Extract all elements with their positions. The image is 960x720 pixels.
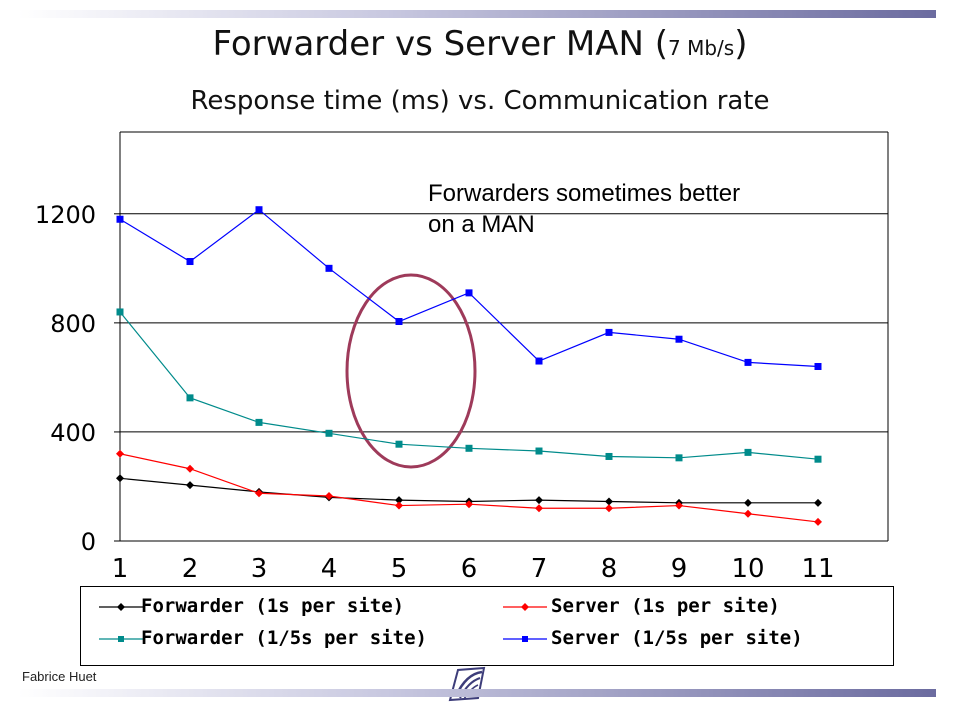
data-point-server-5s-6 <box>465 289 473 297</box>
data-point-forwarder-5s-10 <box>744 448 752 456</box>
data-point-server-5s-3 <box>255 206 263 214</box>
y-tick-label-400: 400 <box>50 419 96 447</box>
data-point-server-1s-5 <box>395 501 403 510</box>
title-rate: 7 Mb/s <box>668 36 735 60</box>
bottom-decor-bar <box>18 689 936 697</box>
data-point-forwarder-5s-1 <box>116 308 124 316</box>
data-point-forwarder-5s-2 <box>186 394 194 402</box>
legend-entry-forwarder-1s: Forwarder (1s per site) <box>81 587 893 665</box>
data-point-server-5s-2 <box>186 258 194 266</box>
legend-swatch-forwarder-1s <box>99 603 143 611</box>
chart-legend: Forwarder (1s per site) Server (1s per s… <box>80 586 894 666</box>
data-point-server-5s-1 <box>116 215 124 223</box>
y-tick-label-1200: 1200 <box>35 201 96 229</box>
slide-subtitle: Response time (ms) vs. Communication rat… <box>190 86 770 116</box>
data-point-server-1s-11 <box>814 517 822 526</box>
legend-label-server-1s: Server (1s per site) <box>551 595 780 617</box>
data-point-server-1s-10 <box>744 509 752 518</box>
data-point-forwarder-5s-5 <box>395 440 403 448</box>
x-tick-label-1: 1 <box>112 554 129 584</box>
data-point-server-1s-3 <box>255 489 263 498</box>
x-tick-label-4: 4 <box>321 554 338 584</box>
data-point-forwarder-1s-2 <box>186 481 194 490</box>
x-tick-label-8: 8 <box>601 554 618 584</box>
data-point-forwarder-5s-11 <box>814 455 822 463</box>
top-decor-bar <box>18 10 936 18</box>
data-point-server-1s-2 <box>186 464 194 473</box>
y-tick-label-800: 800 <box>50 310 96 338</box>
footer-author: Fabrice Huet <box>22 669 97 684</box>
y-tick-label-0: 0 <box>81 528 96 556</box>
data-point-server-5s-8 <box>605 328 613 336</box>
data-point-server-5s-5 <box>395 318 403 326</box>
chart-annotation: Forwarders sometimes better on a MAN <box>428 178 868 240</box>
data-point-forwarder-1s-11 <box>814 498 822 507</box>
data-point-forwarder-1s-8 <box>605 497 613 506</box>
legend-swatch-server-5s <box>503 636 547 642</box>
slide-title: Forwarder vs Server MAN (7 Mb/s) <box>0 24 960 64</box>
data-point-forwarder-5s-9 <box>675 454 683 462</box>
x-tick-label-5: 5 <box>391 554 408 584</box>
x-tick-label-9: 9 <box>671 554 688 584</box>
legend-swatch-server-1s <box>503 603 547 611</box>
data-point-forwarder-1s-10 <box>744 498 752 507</box>
x-tick-label-6: 6 <box>461 554 478 584</box>
legend-swatch-forwarder-5s <box>99 636 143 642</box>
series-line-server-1s <box>119 453 819 523</box>
data-point-forwarder-5s-4 <box>325 429 333 437</box>
data-point-server-1s-6 <box>465 500 473 509</box>
title-main: Forwarder vs Server MAN ( <box>212 24 668 64</box>
legend-label-forwarder-1s: Forwarder (1s per site) <box>141 595 405 617</box>
institution-logo-icon <box>448 666 486 702</box>
legend-label-forwarder-5s: Forwarder (1/5s per site) <box>141 627 427 649</box>
data-point-server-5s-9 <box>675 335 683 343</box>
legend-label-server-5s: Server (1/5s per site) <box>551 627 803 649</box>
x-tick-label-7: 7 <box>531 554 548 584</box>
data-point-server-1s-9 <box>675 501 683 510</box>
data-point-server-1s-8 <box>605 504 613 513</box>
data-point-server-1s-4 <box>325 492 333 501</box>
x-tick-label-2: 2 <box>182 554 199 584</box>
data-point-forwarder-5s-8 <box>605 452 613 460</box>
data-point-forwarder-1s-1 <box>116 474 124 483</box>
data-point-server-1s-7 <box>535 504 543 513</box>
title-close: ) <box>734 24 748 64</box>
data-point-server-5s-11 <box>814 362 822 370</box>
data-point-server-5s-10 <box>744 358 752 366</box>
x-tick-label-11: 11 <box>801 554 834 584</box>
highlight-ellipse <box>345 273 477 469</box>
x-tick-label-3: 3 <box>251 554 268 584</box>
data-point-server-5s-7 <box>535 357 543 365</box>
x-tick-label-10: 10 <box>731 554 764 584</box>
data-point-server-5s-4 <box>325 264 333 272</box>
data-point-forwarder-1s-5 <box>395 496 403 505</box>
data-point-forwarder-1s-7 <box>535 496 543 505</box>
data-point-forwarder-5s-6 <box>465 444 473 452</box>
annotation-line-1: Forwarders sometimes better <box>428 180 741 207</box>
annotation-line-2: on a MAN <box>428 211 535 238</box>
data-point-server-1s-1 <box>116 449 124 458</box>
data-point-forwarder-5s-3 <box>255 418 263 426</box>
data-point-forwarder-5s-7 <box>535 447 543 455</box>
